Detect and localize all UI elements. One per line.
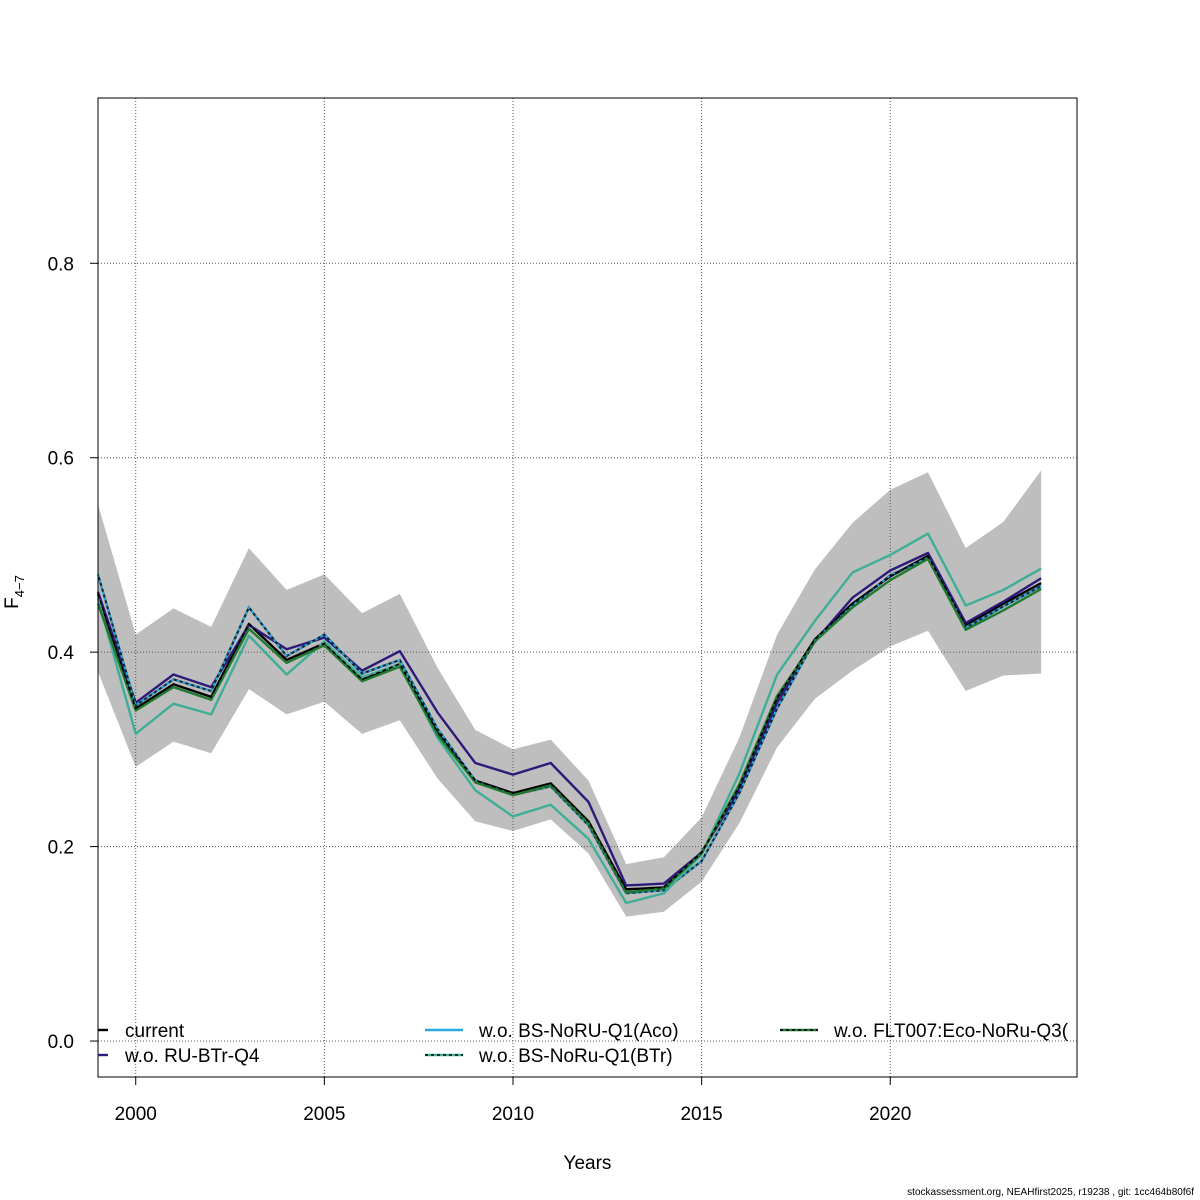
- confidence-band: [98, 470, 1042, 917]
- y-axis-title-subscript: 4−7: [12, 575, 27, 597]
- x-tick-label: 2005: [303, 1104, 345, 1125]
- legend-item: w.o. BS-NoRU-Q1(Aco): [425, 1021, 679, 1042]
- legend: current w.o. RU-BTr-Q4 w.o. BS-NoRU-Q1(Aco…: [98, 1021, 1069, 1067]
- legend-label: current: [125, 1021, 185, 1042]
- y-axis-title: F4−7: [2, 575, 27, 609]
- y-tick-label: 0.6: [48, 449, 74, 470]
- y-tick-label: 0.4: [48, 643, 75, 664]
- series-line-current-overlay: [97, 554, 1042, 891]
- series-layer: [96, 532, 1042, 905]
- axis-layer: 2000 2005 2010 2015 2020 0.0 0.2 0.4 0.6 0.8: [48, 254, 912, 1125]
- x-tick-label: 2010: [492, 1104, 534, 1125]
- x-tick-label: 2015: [680, 1104, 722, 1125]
- confidence-band-layer: [98, 470, 1042, 917]
- series-line-3: [96, 532, 1042, 905]
- legend-label: w.o. RU-BTr-Q4: [124, 1046, 260, 1067]
- legend-label: w.o. BS-NoRU-Q1(Aco): [478, 1021, 679, 1042]
- y-tick-label: 0.8: [48, 254, 74, 275]
- series-line-2: [97, 556, 1042, 895]
- footer-credit: stockassessment.org, NEAHfirst2025, r192…: [907, 1187, 1194, 1198]
- plot-frame: [97, 97, 1078, 1078]
- legend-label: w.o. BS-NoRu-Q1(BTr): [478, 1046, 673, 1067]
- legend-item: w.o. RU-BTr-Q4: [98, 1046, 260, 1067]
- legend-item: current: [98, 1021, 185, 1042]
- legend-item: w.o. BS-NoRu-Q1(BTr): [425, 1046, 673, 1067]
- series-line-4: [96, 557, 1042, 894]
- y-tick-label: 0.2: [48, 838, 74, 859]
- legend-label: w.o. FLT007:Eco-NoRu-Q3(: [833, 1021, 1069, 1042]
- y-axis-title-main: F: [2, 597, 23, 609]
- x-tick-label: 2000: [115, 1104, 157, 1125]
- y-tick-label: 0.0: [48, 1032, 74, 1053]
- legend-item: w.o. FLT007:Eco-NoRu-Q3(: [780, 1021, 1069, 1042]
- x-axis-title: Years: [564, 1153, 612, 1174]
- x-tick-label: 2020: [869, 1104, 911, 1125]
- grid-layer: [98, 98, 1077, 1077]
